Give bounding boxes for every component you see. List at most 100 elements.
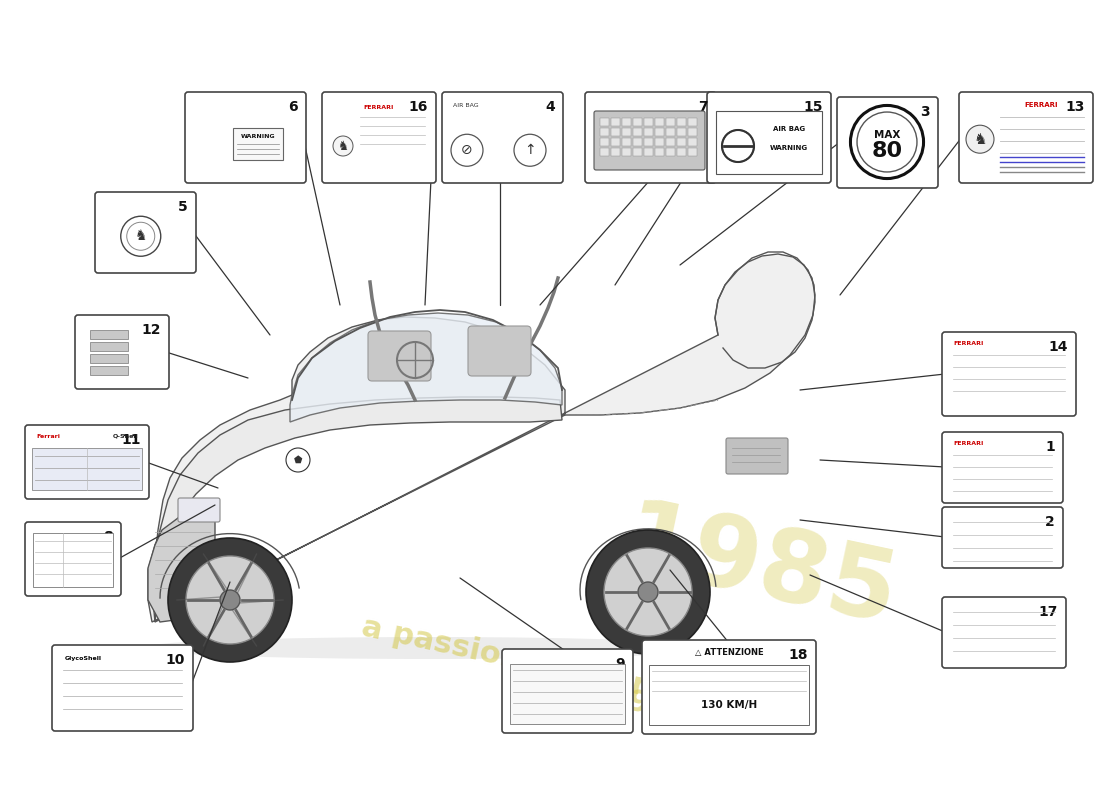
FancyBboxPatch shape — [442, 92, 563, 183]
FancyBboxPatch shape — [942, 432, 1063, 503]
Text: 7: 7 — [698, 100, 708, 114]
Bar — [688, 148, 697, 156]
Text: FERRARI: FERRARI — [953, 441, 983, 446]
Text: ♞: ♞ — [974, 132, 987, 146]
Text: 11: 11 — [121, 433, 141, 447]
Ellipse shape — [140, 637, 720, 659]
Bar — [600, 148, 609, 156]
Text: ♞: ♞ — [134, 230, 147, 243]
FancyBboxPatch shape — [25, 522, 121, 596]
Bar — [621, 128, 631, 136]
FancyBboxPatch shape — [642, 640, 816, 734]
Bar — [676, 138, 686, 146]
Text: ⊘: ⊘ — [461, 143, 473, 158]
Text: FERRARI: FERRARI — [953, 341, 983, 346]
Polygon shape — [148, 514, 214, 622]
Bar — [90, 342, 128, 351]
Circle shape — [722, 130, 754, 162]
Bar — [90, 354, 128, 363]
Circle shape — [121, 216, 161, 256]
Bar — [90, 330, 128, 339]
Bar — [654, 138, 664, 146]
Text: AIR BAG: AIR BAG — [453, 103, 478, 108]
Text: 2: 2 — [1045, 515, 1055, 529]
Bar — [666, 118, 675, 126]
FancyBboxPatch shape — [959, 92, 1093, 183]
Bar — [510, 664, 625, 724]
Polygon shape — [148, 254, 815, 622]
Bar — [610, 118, 620, 126]
Text: △ ATTENZIONE: △ ATTENZIONE — [695, 648, 763, 657]
Text: 3: 3 — [921, 105, 929, 119]
Bar — [688, 128, 697, 136]
Text: 9: 9 — [615, 657, 625, 671]
FancyBboxPatch shape — [942, 507, 1063, 568]
Bar — [666, 138, 675, 146]
FancyBboxPatch shape — [75, 315, 169, 389]
Text: 18: 18 — [789, 648, 808, 662]
Text: 14: 14 — [1048, 340, 1068, 354]
Text: GlycoShell: GlycoShell — [65, 656, 102, 661]
Bar — [90, 366, 128, 375]
Bar — [610, 138, 620, 146]
Text: MAX: MAX — [873, 130, 900, 140]
Text: 13: 13 — [1066, 100, 1085, 114]
FancyBboxPatch shape — [594, 111, 705, 170]
Circle shape — [514, 134, 546, 166]
Text: 8: 8 — [103, 530, 113, 544]
Text: 16: 16 — [408, 100, 428, 114]
Circle shape — [126, 222, 155, 250]
Bar — [716, 111, 822, 174]
Bar — [610, 128, 620, 136]
FancyBboxPatch shape — [585, 92, 716, 183]
Text: 6: 6 — [288, 100, 298, 114]
Bar — [32, 448, 142, 490]
Bar — [632, 118, 642, 126]
Circle shape — [966, 126, 994, 154]
Text: 4: 4 — [546, 100, 556, 114]
Text: 5: 5 — [178, 200, 188, 214]
Text: since 1985: since 1985 — [507, 662, 693, 728]
Circle shape — [850, 106, 924, 178]
Bar — [654, 128, 664, 136]
Text: WARNING: WARNING — [241, 134, 275, 139]
FancyBboxPatch shape — [468, 326, 531, 376]
FancyBboxPatch shape — [178, 498, 220, 522]
FancyBboxPatch shape — [368, 331, 431, 381]
Polygon shape — [233, 128, 283, 160]
FancyBboxPatch shape — [52, 645, 192, 731]
Circle shape — [857, 112, 917, 172]
Bar — [688, 138, 697, 146]
Text: 1985: 1985 — [614, 494, 906, 646]
Text: FERRARI: FERRARI — [364, 105, 394, 110]
Circle shape — [604, 548, 692, 636]
FancyBboxPatch shape — [837, 97, 938, 188]
Bar — [654, 118, 664, 126]
Text: Ferrari: Ferrari — [36, 434, 59, 439]
Bar — [676, 128, 686, 136]
FancyBboxPatch shape — [726, 438, 788, 474]
Bar — [644, 148, 653, 156]
Text: ♞: ♞ — [338, 139, 349, 153]
Text: 10: 10 — [166, 653, 185, 667]
Circle shape — [586, 530, 710, 654]
Text: Q-Shell: Q-Shell — [112, 434, 138, 439]
Circle shape — [333, 136, 353, 156]
Bar — [654, 148, 664, 156]
Circle shape — [451, 134, 483, 166]
FancyBboxPatch shape — [502, 649, 632, 733]
Bar — [666, 148, 675, 156]
Bar — [33, 533, 113, 587]
FancyBboxPatch shape — [95, 192, 196, 273]
Text: 1: 1 — [1045, 440, 1055, 454]
Circle shape — [638, 582, 658, 602]
FancyBboxPatch shape — [185, 92, 306, 183]
Bar — [600, 128, 609, 136]
FancyBboxPatch shape — [942, 597, 1066, 668]
Bar — [621, 148, 631, 156]
Text: AIR BAG: AIR BAG — [773, 126, 805, 132]
Polygon shape — [152, 397, 562, 622]
Text: WARNING: WARNING — [770, 146, 808, 151]
Bar — [632, 138, 642, 146]
Bar — [610, 148, 620, 156]
